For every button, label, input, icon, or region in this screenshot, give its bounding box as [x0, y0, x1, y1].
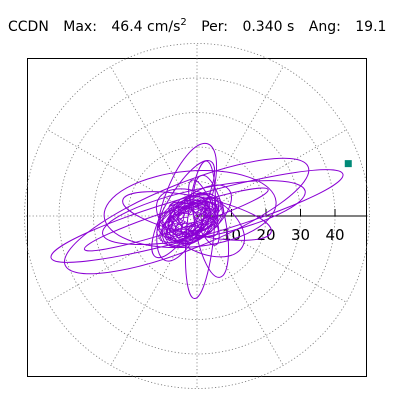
trajectory-loop	[102, 180, 306, 246]
ang-label: Ang:	[308, 19, 341, 35]
radial-tick-label: 40	[325, 226, 344, 244]
peak-marker	[344, 160, 352, 168]
max-unit: cm/s2	[147, 17, 187, 35]
peak-marker-group	[344, 160, 352, 168]
grid-spoke	[196, 215, 347, 303]
grid-spoke	[196, 66, 284, 217]
station-code: CCDN	[8, 19, 49, 35]
grid-spoke	[47, 129, 198, 217]
grid-spoke	[47, 215, 198, 303]
max-value: 46.4	[111, 19, 143, 35]
max-unit-exponent: 2	[180, 17, 187, 28]
radial-tick-label: 20	[256, 226, 275, 244]
trajectory-series	[50, 142, 344, 300]
radial-tick-label: 30	[291, 226, 310, 244]
grid-spoke	[196, 129, 347, 217]
per-unit: s	[287, 19, 295, 35]
max-unit-base: cm/s	[147, 19, 181, 35]
per-label: Per:	[201, 19, 228, 35]
trajectory-loop	[184, 160, 216, 300]
grid-spoke	[110, 66, 198, 217]
trajectory-loop	[103, 170, 277, 249]
per-value: 0.340	[242, 19, 283, 35]
trajectory-core	[156, 192, 225, 247]
grid-ring	[24, 43, 370, 389]
chart-header: CCDN Max: 46.4 cm/s2 Per: 0.340 s Ang: 1…	[8, 17, 386, 35]
grid-spoke	[110, 215, 198, 366]
grid-spoke	[196, 215, 284, 366]
ang-value: 19.1	[355, 19, 387, 35]
max-label: Max:	[63, 19, 97, 35]
